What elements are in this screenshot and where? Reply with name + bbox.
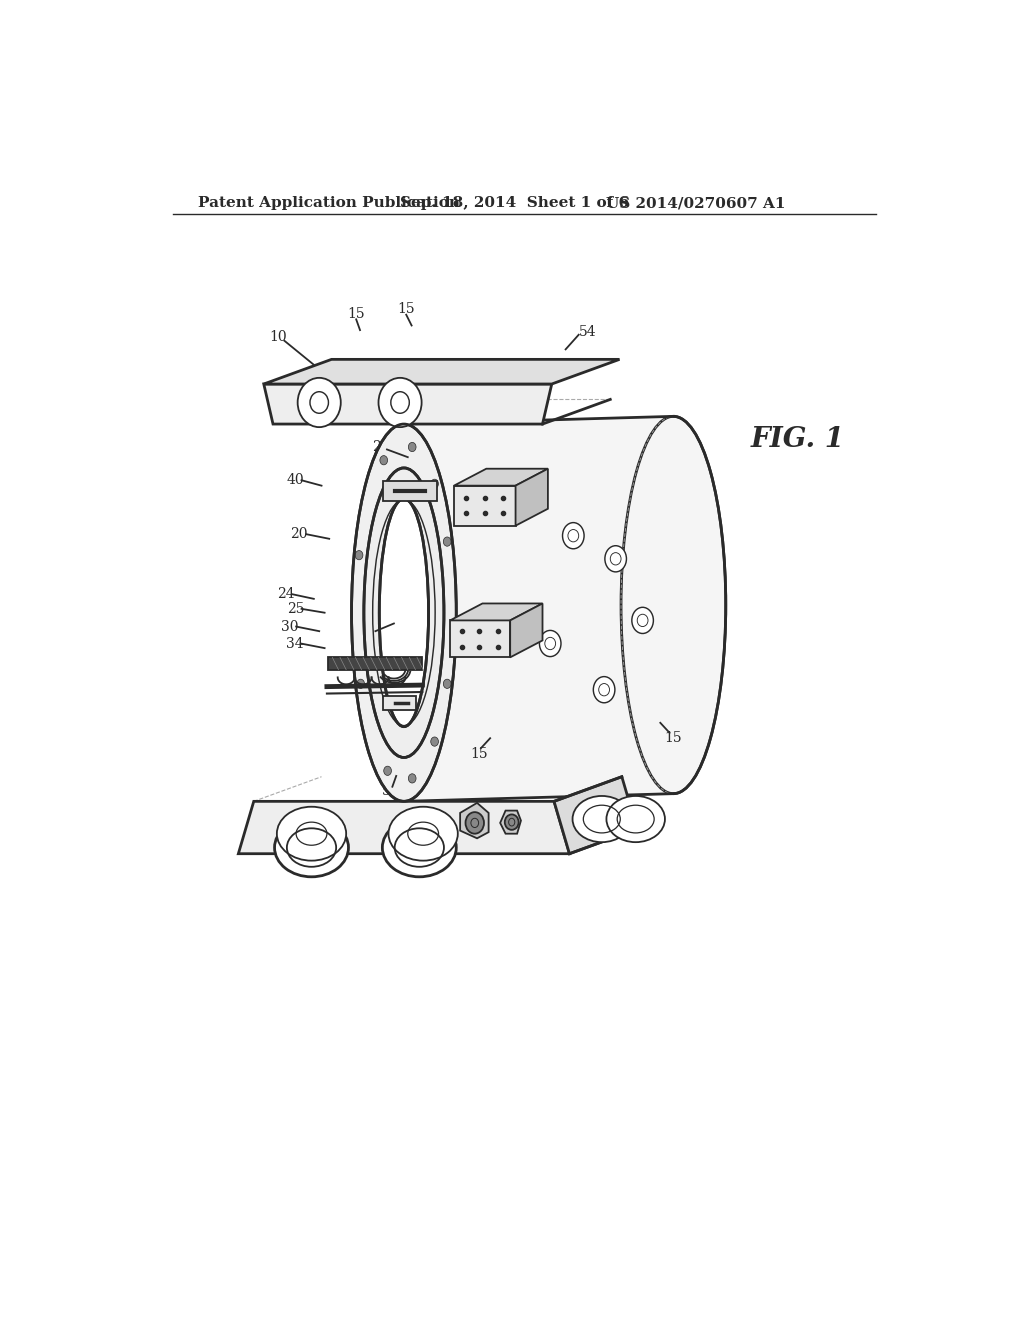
Text: 15: 15 bbox=[471, 747, 488, 760]
Polygon shape bbox=[454, 469, 548, 486]
Text: 30: 30 bbox=[282, 619, 299, 634]
Ellipse shape bbox=[355, 550, 362, 560]
Ellipse shape bbox=[562, 523, 584, 549]
Ellipse shape bbox=[606, 796, 665, 842]
Ellipse shape bbox=[356, 680, 365, 689]
Ellipse shape bbox=[409, 774, 416, 783]
Text: 15: 15 bbox=[397, 302, 415, 317]
Polygon shape bbox=[454, 486, 515, 525]
Polygon shape bbox=[515, 469, 548, 525]
Text: Sep. 18, 2014  Sheet 1 of 6: Sep. 18, 2014 Sheet 1 of 6 bbox=[400, 197, 629, 210]
Text: 52: 52 bbox=[382, 784, 399, 799]
Polygon shape bbox=[500, 810, 521, 834]
Ellipse shape bbox=[298, 378, 341, 428]
Ellipse shape bbox=[443, 680, 451, 689]
Ellipse shape bbox=[443, 537, 451, 546]
Ellipse shape bbox=[384, 766, 391, 775]
Ellipse shape bbox=[431, 737, 438, 746]
Ellipse shape bbox=[379, 499, 429, 726]
Ellipse shape bbox=[274, 818, 348, 876]
Polygon shape bbox=[264, 359, 620, 384]
Ellipse shape bbox=[276, 807, 346, 861]
Ellipse shape bbox=[540, 631, 561, 656]
Text: 15: 15 bbox=[664, 731, 681, 746]
Ellipse shape bbox=[505, 814, 518, 830]
Polygon shape bbox=[383, 480, 437, 502]
Text: 54: 54 bbox=[580, 325, 597, 339]
Polygon shape bbox=[329, 657, 422, 669]
Polygon shape bbox=[403, 416, 674, 801]
Text: 10: 10 bbox=[269, 330, 287, 345]
Ellipse shape bbox=[431, 479, 438, 488]
Text: 26: 26 bbox=[424, 498, 441, 512]
Text: 26: 26 bbox=[391, 651, 409, 664]
Ellipse shape bbox=[621, 416, 726, 793]
Text: 30: 30 bbox=[390, 614, 408, 627]
Ellipse shape bbox=[632, 607, 653, 634]
Polygon shape bbox=[510, 603, 543, 657]
Ellipse shape bbox=[572, 796, 631, 842]
Polygon shape bbox=[264, 384, 552, 424]
Text: 25: 25 bbox=[287, 602, 304, 616]
Text: 40: 40 bbox=[287, 474, 304, 487]
Ellipse shape bbox=[388, 807, 458, 861]
Ellipse shape bbox=[379, 378, 422, 428]
Polygon shape bbox=[239, 801, 569, 854]
Ellipse shape bbox=[593, 677, 614, 702]
Ellipse shape bbox=[409, 442, 416, 451]
Text: 24: 24 bbox=[278, 587, 295, 601]
Text: 22: 22 bbox=[372, 440, 389, 454]
Polygon shape bbox=[383, 696, 416, 710]
Text: 34: 34 bbox=[286, 636, 303, 651]
Ellipse shape bbox=[351, 424, 457, 801]
Polygon shape bbox=[451, 603, 543, 620]
Ellipse shape bbox=[380, 455, 388, 465]
Polygon shape bbox=[554, 776, 637, 854]
Text: Patent Application Publication: Patent Application Publication bbox=[199, 197, 461, 210]
Text: US 2014/0270607 A1: US 2014/0270607 A1 bbox=[606, 197, 786, 210]
Text: 15: 15 bbox=[347, 308, 365, 321]
Polygon shape bbox=[460, 803, 488, 838]
Ellipse shape bbox=[364, 469, 444, 758]
Text: 20: 20 bbox=[290, 527, 307, 541]
Polygon shape bbox=[451, 620, 510, 657]
Text: FIG. 1: FIG. 1 bbox=[751, 426, 845, 453]
Ellipse shape bbox=[382, 818, 457, 876]
Ellipse shape bbox=[466, 812, 484, 834]
Ellipse shape bbox=[605, 545, 627, 572]
